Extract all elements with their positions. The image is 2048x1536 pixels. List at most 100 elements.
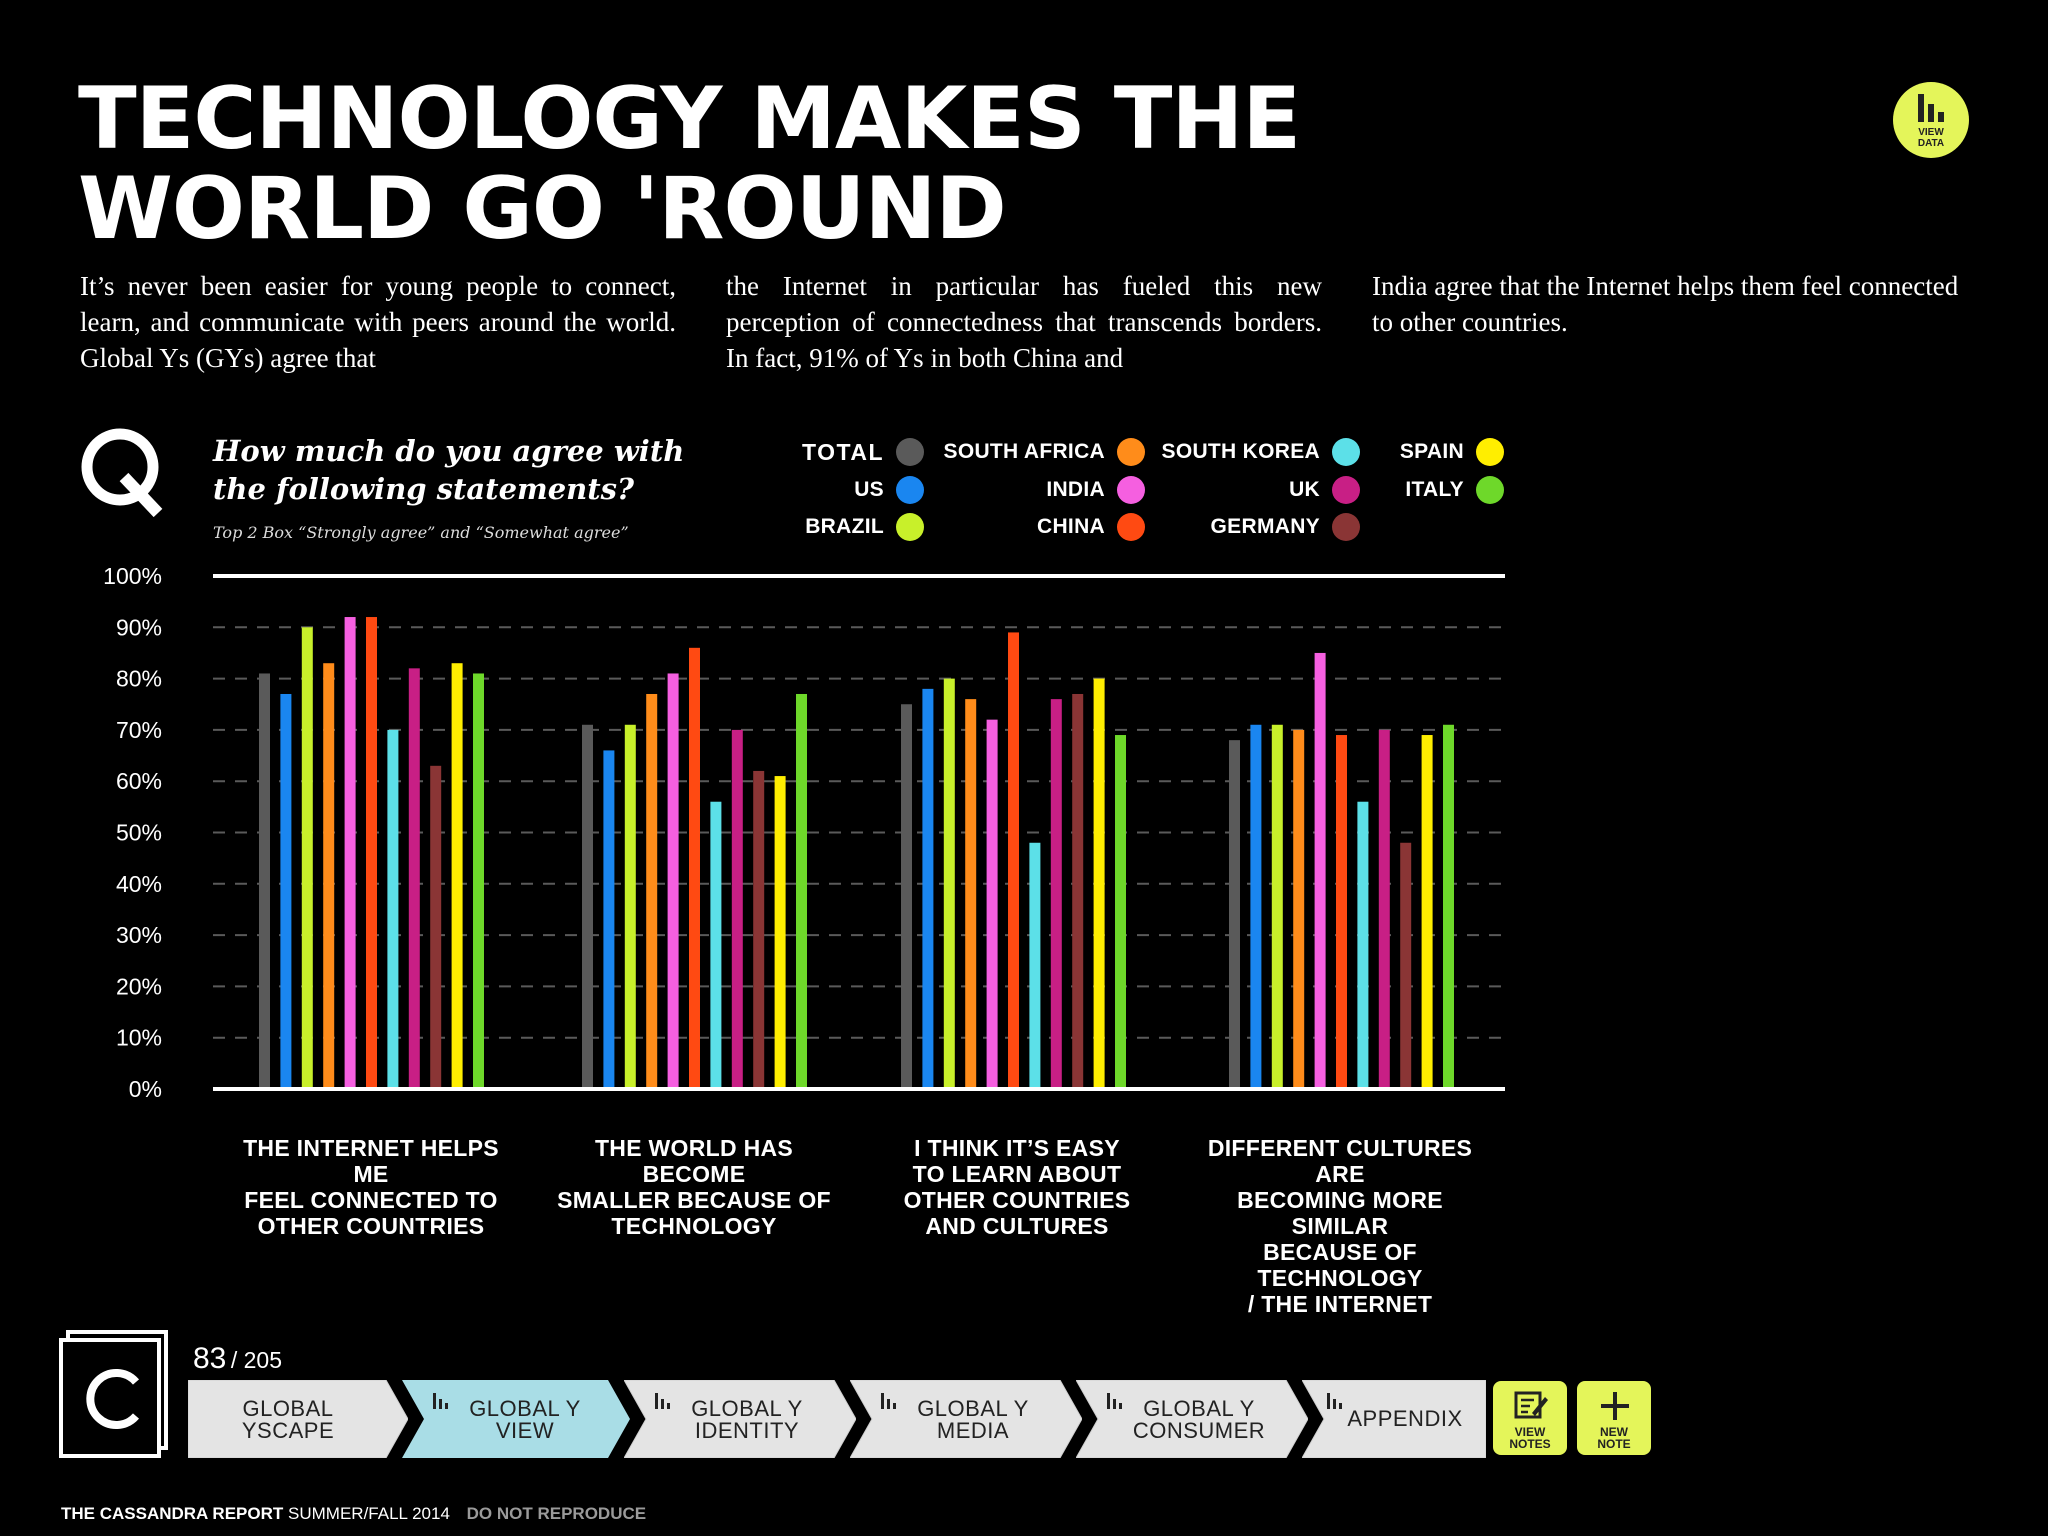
legend-item-china: CHINA: [940, 512, 1145, 542]
bar-south-africa-2: [646, 693, 658, 1089]
y-tick-label: 0%: [129, 1076, 162, 1102]
tab-global-y-consumer[interactable]: GLOBAL Y CONSUMER: [1076, 1380, 1308, 1458]
legend-item-south-korea: SOUTH KOREA: [1160, 437, 1360, 467]
legend-label: GERMANY: [1210, 515, 1320, 538]
bar-uk-4: [1378, 729, 1390, 1089]
question-text: How much do you agree with the following…: [213, 434, 685, 506]
tab-label: GLOBAL Y MEDIA: [917, 1396, 1029, 1443]
legend-swatch: [896, 513, 924, 541]
y-tick-label: 100%: [103, 563, 162, 589]
bar-brazil-3: [943, 678, 955, 1089]
question-q-icon: [81, 428, 163, 517]
tab-global-yscape[interactable]: GLOBAL YSCAPE: [188, 1380, 408, 1458]
tab-label: GLOBAL Y VIEW: [469, 1396, 581, 1443]
intro-column-2: the Internet in particular has fueled th…: [726, 271, 1322, 373]
bar-south-korea-2: [710, 801, 722, 1089]
cassandra-logo[interactable]: [58, 1330, 170, 1458]
legend-item-us: US: [770, 475, 924, 505]
legend-label: ITALY: [1405, 478, 1464, 501]
legend-label: SPAIN: [1399, 440, 1464, 463]
tab-shape: [1076, 1380, 1308, 1458]
tab-global-y-identity[interactable]: GLOBAL Y IDENTITY: [624, 1380, 856, 1458]
y-tick-label: 90%: [116, 614, 162, 640]
bar-india-1: [344, 617, 356, 1089]
section-nav: GLOBAL YSCAPE GLOBAL Y VIEW GLOBAL Y IDENTI…: [188, 1380, 1486, 1458]
bar-chart-icon: [655, 1393, 670, 1409]
view-data-label: VIEW DATA: [1917, 127, 1945, 149]
bar-china-3: [1008, 632, 1019, 1089]
y-tick-label: 10%: [116, 1025, 162, 1051]
bar-spain-1: [451, 663, 463, 1089]
y-tick-label: 30%: [116, 922, 162, 948]
category-label-3: I THINK IT’S EASY TO LEARN ABOUT OTHER C…: [903, 1135, 1131, 1239]
category-label-4: DIFFERENT CULTURES ARE BECOMING MORE SIM…: [1207, 1135, 1473, 1317]
bar-chart-icon: [881, 1393, 896, 1409]
page-title-line-1: TECHNOLOGY MAKES THE: [78, 69, 1301, 169]
footer-notice: DO NOT REPRODUCE: [466, 1504, 647, 1523]
y-tick-label: 50%: [116, 820, 162, 846]
legend-item-spain: SPAIN: [1380, 437, 1504, 467]
bar-china-2: [689, 647, 700, 1089]
bar-germany-1: [430, 765, 442, 1089]
page-title-line-2: WORLD GO 'ROUND: [78, 159, 1007, 259]
category-label-2: THE WORLD HAS BECOME SMALLER BECAUSE OF …: [557, 1135, 831, 1239]
view-notes-label: VIEW NOTES: [1509, 1425, 1551, 1451]
footer-edition: SUMMER/FALL 2014: [288, 1504, 450, 1523]
bar-south-korea-1: [387, 729, 399, 1089]
question-subtext: Top 2 Box “Strongly agree” and “Somewhat…: [213, 523, 629, 542]
y-tick-label: 60%: [116, 768, 162, 794]
legend-item-uk: UK: [1160, 475, 1360, 505]
legend-item-south-africa: SOUTH AFRICA: [940, 437, 1145, 467]
legend-item-india: INDIA: [940, 475, 1145, 505]
legend-label: US: [854, 478, 884, 501]
legend-swatch: [1117, 513, 1145, 541]
bar-us-4: [1250, 724, 1262, 1089]
bar-brazil-2: [624, 724, 636, 1089]
legend-label: INDIA: [1046, 478, 1105, 501]
bar-india-3: [986, 719, 998, 1089]
bar-us-2: [603, 750, 615, 1089]
bar-italy-4: [1443, 724, 1454, 1089]
bar-italy-2: [796, 693, 807, 1089]
bar-south-korea-4: [1357, 801, 1369, 1089]
bar-chart-icon: [1918, 94, 1944, 122]
bar-south-africa-4: [1293, 729, 1305, 1089]
bar-italy-1: [473, 673, 484, 1089]
tab-shape: [1302, 1380, 1486, 1458]
legend-swatch: [896, 438, 924, 466]
bar-brazil-1: [301, 627, 313, 1089]
bar-south-africa-3: [965, 699, 977, 1089]
tab-label: GLOBAL YSCAPE: [241, 1396, 335, 1443]
tab-shape: [850, 1380, 1082, 1458]
tab-global-y-view[interactable]: GLOBAL Y VIEW: [402, 1380, 630, 1458]
tab-label: GLOBAL Y CONSUMER: [1132, 1396, 1266, 1443]
legend-label: TOTAL: [801, 438, 884, 465]
footer: THE CASSANDRA REPORT SUMMER/FALL 2014 DO…: [61, 1504, 646, 1524]
legend-swatch: [1117, 438, 1145, 466]
legend-swatch: [1332, 476, 1360, 504]
current-page: 83: [193, 1342, 227, 1375]
legend-swatch: [1332, 438, 1360, 466]
view-notes-button[interactable]: VIEW NOTES: [1493, 1381, 1567, 1455]
bar-germany-4: [1400, 842, 1412, 1089]
view-data-button[interactable]: VIEW DATA: [1893, 82, 1969, 158]
legend-swatch: [1476, 438, 1504, 466]
bar-india-2: [667, 673, 679, 1089]
bar-spain-3: [1093, 678, 1105, 1089]
legend-item-italy: ITALY: [1380, 475, 1504, 505]
plus-icon: [1601, 1392, 1629, 1420]
tab-shape: [402, 1380, 630, 1458]
bar-south-korea-3: [1029, 842, 1041, 1089]
legend-swatch: [1476, 476, 1504, 504]
legend-label: UK: [1289, 478, 1320, 501]
bar-germany-3: [1072, 693, 1084, 1089]
new-note-button[interactable]: NEW NOTE: [1577, 1381, 1651, 1455]
footer-brand: THE CASSANDRA REPORT: [61, 1504, 284, 1523]
legend-label: SOUTH AFRICA: [943, 440, 1105, 463]
notes-icon: [1514, 1391, 1548, 1419]
y-tick-label: 40%: [116, 871, 162, 897]
tab-global-y-media[interactable]: GLOBAL Y MEDIA: [850, 1380, 1082, 1458]
tab-appendix[interactable]: APPENDIX: [1302, 1380, 1486, 1458]
legend-swatch: [896, 476, 924, 504]
